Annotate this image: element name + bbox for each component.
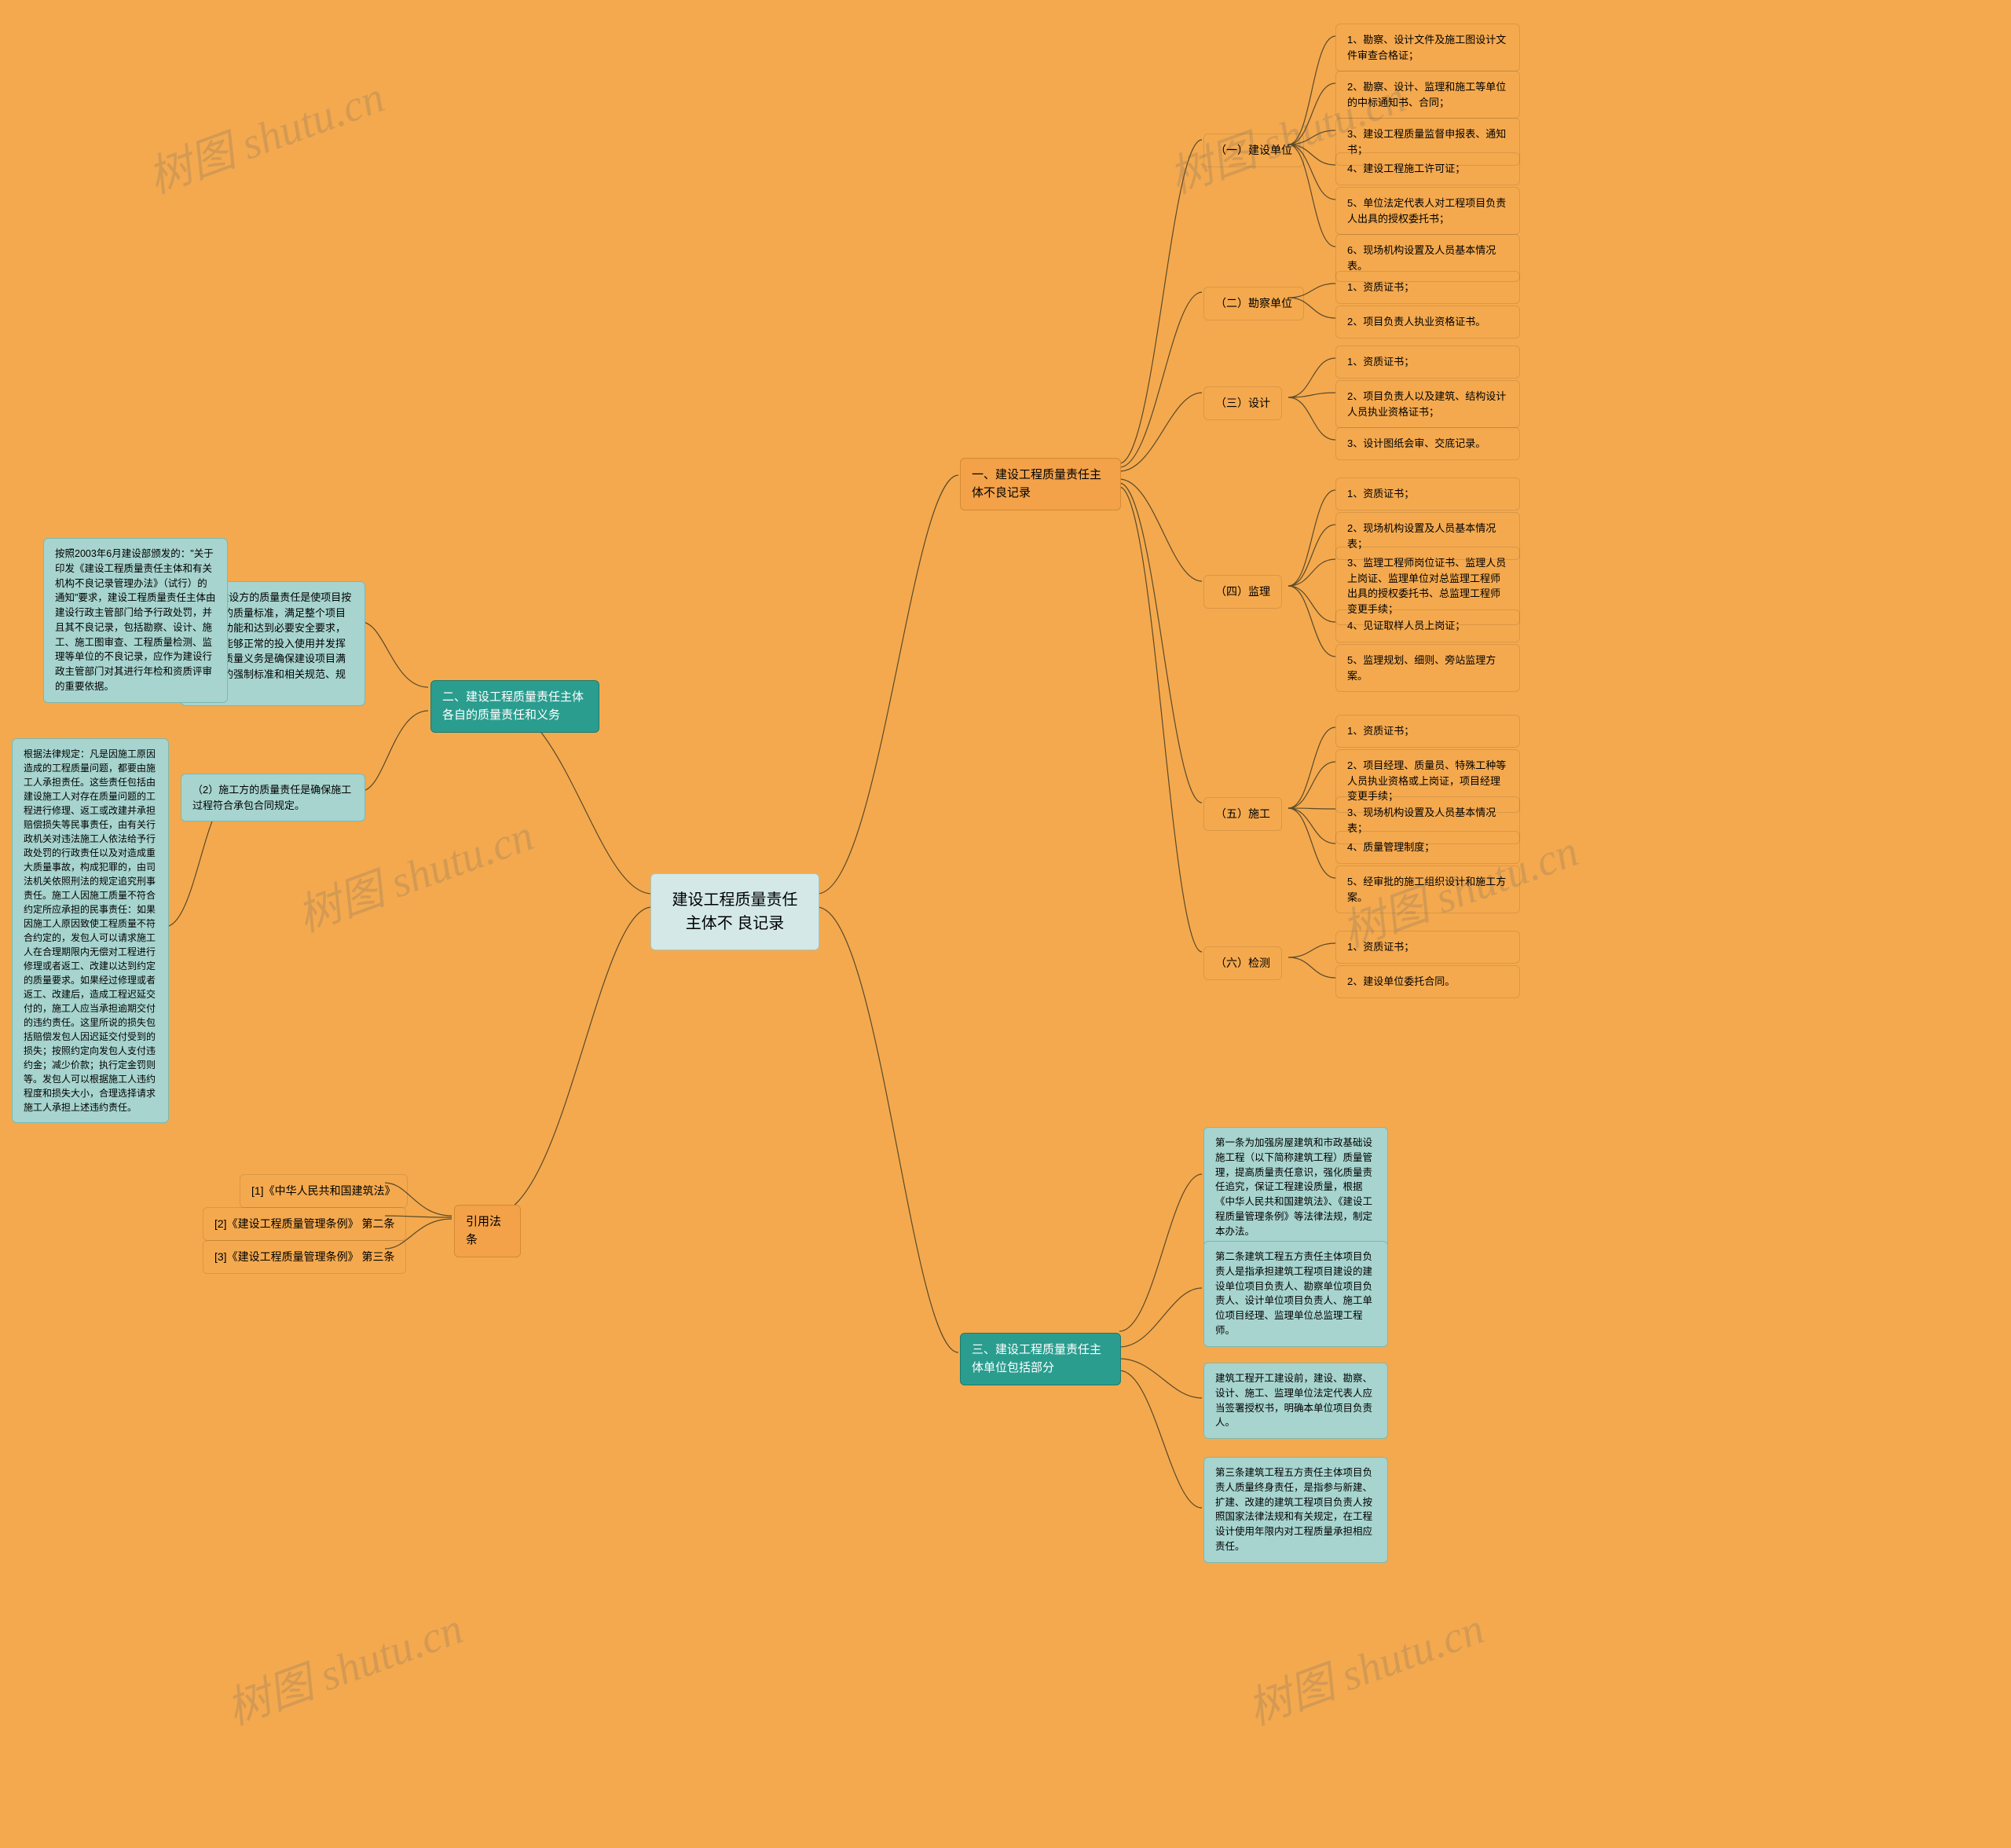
s3-item: 第一条为加强房屋建筑和市政基础设施工程（以下简称建筑工程）质量管理，提高质量责任… (1203, 1127, 1388, 1247)
section2-item-1: （2）施工方的质量责任是确保施工过程符合承包合同规定。 (181, 774, 365, 822)
section2-item-1-detail: 根据法律规定：凡是因施工原因造成的工程质量问题，都要由施工人承担责任。这些责任包… (12, 738, 169, 1123)
s1-group-label: （六）检测 (1203, 946, 1282, 980)
s3-item: 建筑工程开工建设前，建设、勘察、设计、施工、监理单位法定代表人应当签署授权书，明… (1203, 1363, 1388, 1439)
s1-item: 1、资质证书； (1335, 715, 1520, 748)
connector-layer (0, 0, 2011, 1848)
s1-item: 1、资质证书； (1335, 346, 1520, 379)
s1-item: 1、勘察、设计文件及施工图设计文件审查合格证； (1335, 24, 1520, 71)
watermark: 树图 shutu.cn (1238, 1594, 1492, 1738)
s1-item: 5、经审批的施工组织设计和施工方案。 (1335, 865, 1520, 913)
section3-node: 三、建设工程质量责任主体单位包括部分 (960, 1333, 1121, 1385)
section1-title: 一、建设工程质量责任主体不良记录 (972, 468, 1101, 500)
s1-item: 4、见证取样人员上岗证； (1335, 609, 1520, 642)
s1-item: 4、质量管理制度； (1335, 831, 1520, 864)
section1-node: 一、建设工程质量责任主体不良记录 (960, 458, 1121, 510)
s1-item: 2、建设单位委托合同。 (1335, 965, 1520, 998)
center-node: 建设工程质量责任主体不 良记录 (650, 873, 819, 950)
citation-0: [1]《中华人民共和国建筑法》 (240, 1174, 408, 1208)
citations-node: 引用法条 (454, 1205, 521, 1257)
s1-item: 5、监理规划、细则、旁站监理方案。 (1335, 644, 1520, 692)
s1-group-label: （五）施工 (1203, 797, 1282, 831)
s1-group-label: （四）监理 (1203, 575, 1282, 609)
s1-item: 1、资质证书； (1335, 478, 1520, 510)
s1-group-label: （三）设计 (1203, 386, 1282, 420)
citations-title: 引用法条 (466, 1215, 501, 1246)
watermark: 树图 shutu.cn (138, 62, 392, 207)
citation-1: [2]《建设工程质量管理条例》 第二条 (203, 1207, 406, 1241)
citation-2: [3]《建设工程质量管理条例》 第三条 (203, 1240, 406, 1274)
s1-item: 3、设计图纸会审、交底记录。 (1335, 427, 1520, 460)
s1-item: 4、建设工程施工许可证； (1335, 152, 1520, 185)
intro-left: 按照2003年6月建设部颁发的："关于印发《建设工程质量责任主体和有关机构不良记… (43, 538, 228, 703)
s1-item: 2、项目负责人以及建筑、结构设计人员执业资格证书； (1335, 380, 1520, 428)
watermark: 树图 shutu.cn (217, 1594, 471, 1738)
section2-title: 二、建设工程质量责任主体各自的质量责任和义务 (442, 690, 584, 722)
s1-item: 1、资质证书； (1335, 931, 1520, 964)
center-title: 建设工程质量责任主体不 良记录 (672, 891, 798, 932)
watermark: 树图 shutu.cn (288, 800, 541, 945)
s1-item: 2、项目负责人执业资格证书。 (1335, 306, 1520, 338)
s1-group-label: （一）建设单位 (1203, 134, 1304, 167)
s3-item: 第二条建筑工程五方责任主体项目负责人是指承担建筑工程项目建设的建设单位项目负责人… (1203, 1241, 1388, 1347)
s1-item: 1、资质证书； (1335, 271, 1520, 304)
section2-node: 二、建设工程质量责任主体各自的质量责任和义务 (430, 680, 599, 733)
s1-item: 5、单位法定代表人对工程项目负责人出具的授权委托书； (1335, 187, 1520, 235)
section3-title: 三、建设工程质量责任主体单位包括部分 (972, 1343, 1101, 1374)
s1-item: 2、勘察、设计、监理和施工等单位的中标通知书、合同； (1335, 71, 1520, 119)
s1-group-label: （二）勘察单位 (1203, 287, 1304, 320)
s3-item: 第三条建筑工程五方责任主体项目负责人质量终身责任，是指参与新建、扩建、改建的建筑… (1203, 1457, 1388, 1563)
